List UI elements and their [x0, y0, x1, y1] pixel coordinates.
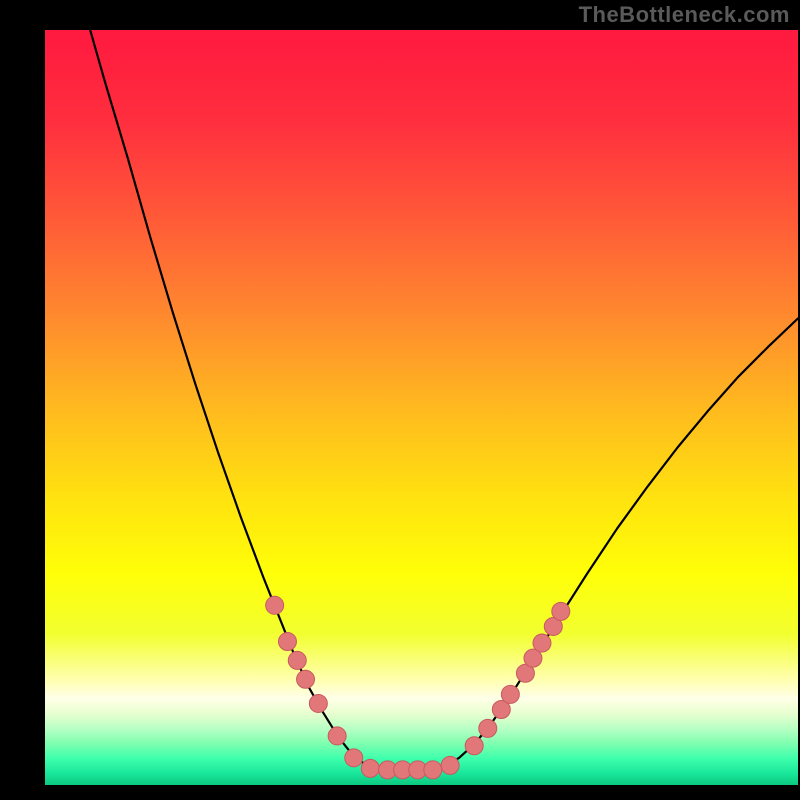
chart-container: TheBottleneck.com	[0, 0, 800, 800]
data-marker	[533, 634, 551, 652]
data-marker	[441, 756, 459, 774]
watermark-text: TheBottleneck.com	[579, 2, 790, 28]
data-marker	[424, 761, 442, 779]
data-marker	[479, 719, 497, 737]
data-marker	[288, 651, 306, 669]
bottleneck-curve	[90, 30, 798, 770]
chart-overlay	[45, 30, 798, 785]
chart-plot-area	[45, 30, 798, 785]
data-marker	[361, 759, 379, 777]
data-marker	[501, 685, 519, 703]
data-marker	[309, 694, 327, 712]
data-marker	[266, 596, 284, 614]
markers-group	[266, 596, 570, 779]
data-marker	[278, 633, 296, 651]
data-marker	[345, 749, 363, 767]
data-marker	[552, 602, 570, 620]
data-marker	[465, 737, 483, 755]
data-marker	[328, 727, 346, 745]
data-marker	[297, 670, 315, 688]
